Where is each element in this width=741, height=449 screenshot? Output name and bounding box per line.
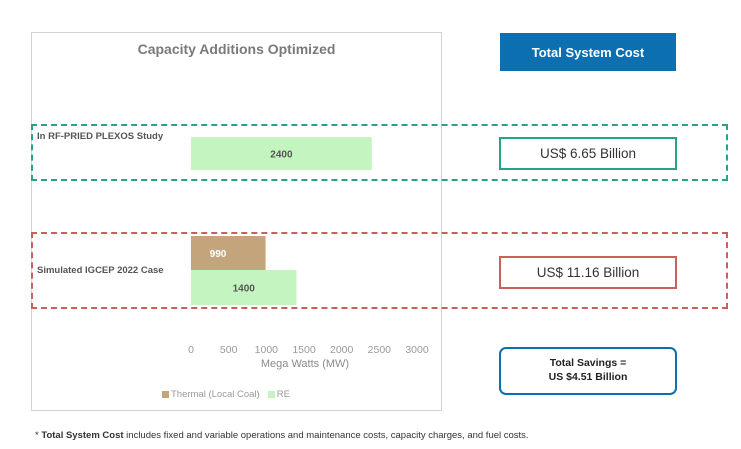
legend-label-thermal: Thermal (Local Coal) — [171, 389, 260, 400]
legend-label-re: RE — [276, 389, 290, 400]
bar-value-label-re-1: 1400 — [233, 284, 256, 295]
chart-title: Capacity Additions Optimized — [137, 41, 336, 57]
bar-re-0 — [191, 137, 372, 170]
x-tick-label-6: 3000 — [405, 344, 429, 356]
footnote-text: includes fixed and variable operations a… — [123, 430, 529, 441]
x-tick-label-0: 0 — [188, 344, 194, 356]
x-tick-label-1: 500 — [220, 344, 238, 356]
legend-item-thermal: Thermal (Local Coal) — [162, 389, 260, 400]
igcep-cost-box: US$ 11.16 Billion — [499, 256, 677, 289]
bar-thermal-1 — [191, 236, 266, 270]
footnote-bold: Total System Cost — [41, 430, 124, 441]
plexos-highlight-box — [31, 124, 728, 181]
bar-value-label-thermal-1: 990 — [210, 249, 227, 260]
savings-line-1: Total Savings = — [549, 357, 627, 370]
x-axis-title: Mega Watts (MW) — [260, 358, 350, 370]
bar-re-1 — [191, 270, 297, 305]
bar-value-label-re-0: 2400 — [270, 150, 293, 161]
total-savings-box: Total Savings = US $4.51 Billion — [499, 347, 677, 395]
x-tick-label-4: 2000 — [330, 344, 354, 356]
legend-item-re: RE — [267, 389, 290, 400]
x-tick-label-2: 1000 — [255, 344, 279, 356]
legend-swatch-thermal — [162, 391, 169, 398]
plexos-cost-box: US$ 6.65 Billion — [499, 137, 677, 170]
footnote: * Total System Cost includes fixed and v… — [35, 430, 529, 441]
x-tick-label-3: 1500 — [292, 344, 316, 356]
igcep-highlight-box — [31, 232, 728, 309]
chart-frame — [31, 32, 442, 411]
category-label-plexos: In RF-PRIED PLEXOS Study — [37, 131, 164, 142]
x-tick-label-5: 2500 — [368, 344, 392, 356]
legend: Thermal (Local Coal) RE — [162, 389, 290, 400]
category-label-igcep: Simulated IGCEP 2022 Case — [37, 265, 164, 276]
savings-line-2: US $4.51 Billion — [548, 371, 628, 383]
total-system-cost-header: Total System Cost — [500, 33, 676, 71]
legend-swatch-re — [267, 391, 275, 398]
footnote-prefix: * — [35, 430, 42, 441]
